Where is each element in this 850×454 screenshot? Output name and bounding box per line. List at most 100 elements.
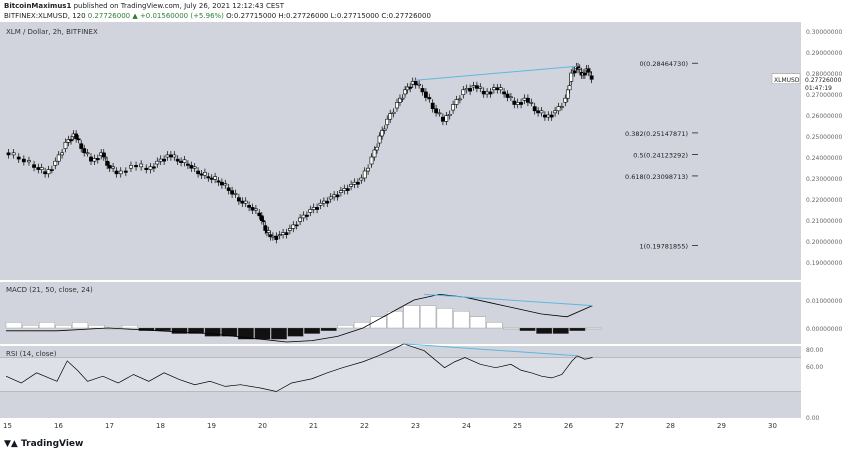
author-name[interactable]: BitcoinMaximus1 [4, 2, 72, 10]
candle-body [532, 106, 537, 112]
candle-body [230, 190, 235, 195]
rsi-line [5, 343, 593, 392]
price-axis[interactable] [801, 22, 850, 418]
candle-body [226, 187, 231, 191]
candle-body [382, 128, 387, 131]
last-price-symbol: XLMUSD [774, 77, 800, 84]
candle-body [259, 215, 264, 222]
candle-body [69, 139, 73, 142]
candle-body [139, 163, 144, 168]
candle-body [114, 170, 119, 175]
candle-body [474, 85, 479, 89]
candle-body [270, 235, 275, 238]
candle-body [165, 154, 170, 158]
candle-body [563, 97, 568, 103]
macd-histogram-bar [320, 327, 337, 331]
candle-body [6, 152, 11, 156]
tv-logo-icon: ▼▲ [4, 439, 18, 449]
candle-body [240, 200, 245, 204]
candle-body [43, 171, 48, 175]
macd-histogram-bar [337, 325, 354, 329]
candle-body [420, 88, 425, 93]
x-tick-label: 22 [360, 422, 369, 430]
symbol-line: BITFINEX:XLMUSD, 120 [4, 12, 86, 20]
candle-body [403, 89, 407, 95]
candle-body [79, 143, 84, 149]
macd-histogram-bar [403, 305, 420, 329]
candle-body [572, 70, 577, 74]
candle-body [209, 177, 214, 180]
candle-body [179, 160, 184, 163]
candle-body [192, 166, 197, 169]
x-tick-label: 20 [258, 422, 267, 430]
macd-histogram-bar [287, 327, 304, 337]
candle-body [162, 158, 167, 162]
candle-body [395, 102, 399, 109]
candle-body [400, 97, 405, 100]
candle-body [335, 194, 340, 198]
y-tick-label: 0.25000000 [806, 134, 842, 141]
candle-body [437, 112, 442, 115]
candle-body [308, 209, 313, 213]
candle-body [362, 170, 367, 179]
ohlc-values: O:0.27715000 H:0.27726000 L:0.27715000 C… [226, 12, 431, 20]
candle-body [398, 97, 402, 103]
candle-body [39, 167, 44, 170]
candle-body [549, 114, 554, 118]
candle-body [525, 97, 530, 103]
macd-histogram-bar [486, 322, 503, 329]
candle-body [123, 170, 128, 173]
candle-body [577, 67, 582, 70]
macd-histogram-bar [221, 327, 238, 337]
tradingview-logo[interactable]: ▼▲ TradingView [4, 439, 83, 449]
candle-body [318, 202, 323, 206]
x-tick-label: 24 [462, 422, 471, 430]
candle-body [588, 71, 592, 73]
candle-body [519, 102, 524, 105]
candle-body [169, 154, 173, 158]
candle-body [172, 154, 177, 158]
macd-histogram-bar [271, 327, 287, 340]
candle-body [158, 158, 163, 162]
candle-body [103, 156, 108, 159]
candle-body [366, 167, 371, 172]
candle-body [105, 160, 110, 166]
candle-body [464, 88, 469, 91]
fib-level-label: 0.618(0.23098713) [625, 173, 688, 181]
candle-body [332, 194, 337, 198]
chart-svg: XLM / Dollar, 2h, BITFINEX MACD (21, 50,… [0, 28, 842, 430]
macd-y-tick-label: 0.00000000 [806, 326, 842, 333]
last-price-value: 0.27726000 [805, 77, 841, 84]
candle-body [457, 98, 462, 101]
candle-body [342, 188, 347, 191]
macd-histogram-bar [585, 327, 602, 330]
candle-body [505, 93, 510, 98]
macd-title: MACD (21, 50, close, 24) [6, 286, 93, 294]
candle-body [515, 102, 520, 105]
candle-body [233, 193, 238, 195]
candle-body [451, 104, 456, 111]
candle-body [582, 72, 587, 76]
x-tick-label: 23 [411, 422, 420, 430]
price-panel [0, 22, 801, 280]
candle-body [553, 110, 558, 114]
candle-body [461, 89, 466, 96]
candle-body [74, 133, 79, 140]
candle-body [101, 152, 106, 158]
candle-body [60, 152, 65, 156]
candle-body [250, 207, 255, 211]
candle-body [144, 167, 149, 170]
x-tick-label: 27 [615, 422, 624, 430]
y-tick-label: 0.19000000 [806, 260, 842, 267]
candle-body [243, 200, 248, 204]
candle-body [556, 106, 561, 112]
candle-body [213, 176, 218, 180]
candle-body [522, 97, 527, 101]
candle-body [315, 207, 320, 210]
candle-body [237, 197, 241, 202]
x-tick-label: 29 [717, 422, 726, 430]
candle-body [148, 166, 153, 170]
candle-body [377, 135, 382, 144]
candle-body [76, 138, 81, 141]
candle-body [182, 159, 187, 163]
